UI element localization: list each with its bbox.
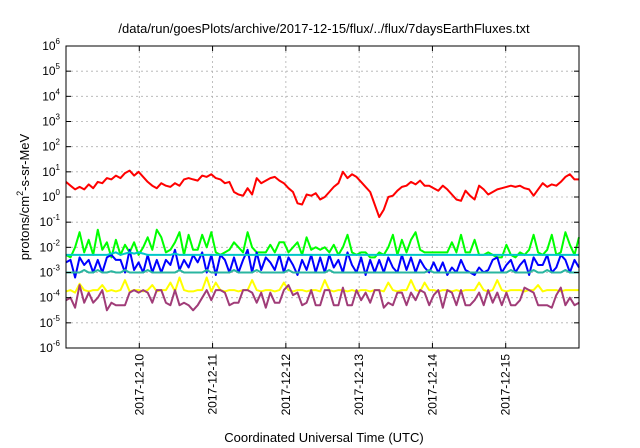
x-axis-label: Coordinated Universal Time (UTC) <box>224 430 423 445</box>
series-line-6 <box>65 276 579 294</box>
chart-title: /data/run/goesPlots/archive/2017-12-15/f… <box>118 21 530 36</box>
y-tick-exp: 4 <box>56 87 61 96</box>
x-tick-label: 2017-12-15 <box>499 354 513 416</box>
y-tick-label: 106 <box>42 37 60 53</box>
y-tick-base: 10 <box>42 39 56 53</box>
y-tick-label: 10-6 <box>40 339 61 355</box>
y-axis-label: protons/cm2-s-sr-MeV <box>15 133 32 260</box>
y-tick-label: 100 <box>42 188 60 204</box>
y-tick-base: 10 <box>42 165 56 179</box>
y-tick-label: 103 <box>42 113 60 129</box>
y-tick-label: 10-3 <box>40 264 61 280</box>
y-tick-exp: -3 <box>53 264 61 273</box>
y-tick-exp: -2 <box>53 238 61 247</box>
y-tick-label: 10-2 <box>40 238 61 254</box>
y-label-sup: 2 <box>15 191 25 196</box>
series-line-5 <box>66 269 579 274</box>
series-line-4 <box>66 251 579 256</box>
y-tick-label: 102 <box>42 138 60 154</box>
x-tick-label: 2017-12-12 <box>279 354 293 416</box>
y-tick-label: 10-5 <box>40 314 61 330</box>
x-axis: 2017-12-10 2017-12-11 2017-12-12 2017-12-13… <box>132 46 513 416</box>
y-tick-label: 101 <box>42 163 60 179</box>
y-tick-exp: 2 <box>56 138 61 147</box>
y-tick-label: 104 <box>42 87 60 103</box>
y-tick-base: 10 <box>42 64 56 78</box>
y-tick-exp: -4 <box>53 289 61 298</box>
y-tick-exp: 5 <box>56 62 61 71</box>
series-layer <box>65 169 580 312</box>
y-tick-label: 10-1 <box>40 213 61 229</box>
x-tick-label: 2017-12-14 <box>425 354 439 416</box>
y-label-part: protons/cm <box>17 196 32 260</box>
y-tick-exp: 6 <box>56 37 61 46</box>
y-tick-base: 10 <box>42 190 56 204</box>
y-tick-exp: 1 <box>56 163 61 172</box>
x-tick-label: 2017-12-13 <box>352 354 366 416</box>
plot-frame <box>65 45 580 349</box>
y-axis: 10-610-510-410-310-210-11001011021031041… <box>40 37 579 355</box>
y-tick-base: 10 <box>40 240 54 254</box>
y-tick-label: 10-4 <box>40 289 61 305</box>
y-tick-base: 10 <box>40 341 54 355</box>
y-tick-exp: -6 <box>53 339 61 348</box>
series-line-3 <box>65 248 580 279</box>
y-tick-exp: -5 <box>53 314 61 323</box>
series-line-7 <box>65 284 580 312</box>
y-tick-base: 10 <box>40 266 54 280</box>
series-line-1 <box>65 169 579 219</box>
x-tick-label: 2017-12-10 <box>132 354 146 416</box>
y-tick-base: 10 <box>42 115 56 129</box>
x-tick-label: 2017-12-11 <box>206 354 220 415</box>
y-label-part: -s-sr-MeV <box>17 133 32 190</box>
y-tick-base: 10 <box>42 89 56 103</box>
y-tick-exp: 3 <box>56 113 61 122</box>
y-tick-base: 10 <box>40 316 54 330</box>
y-tick-base: 10 <box>40 215 54 229</box>
y-tick-exp: -1 <box>53 213 61 222</box>
y-tick-label: 105 <box>42 62 60 78</box>
y-tick-base: 10 <box>40 291 54 305</box>
y-tick-exp: 0 <box>56 188 61 197</box>
y-tick-base: 10 <box>42 140 56 154</box>
